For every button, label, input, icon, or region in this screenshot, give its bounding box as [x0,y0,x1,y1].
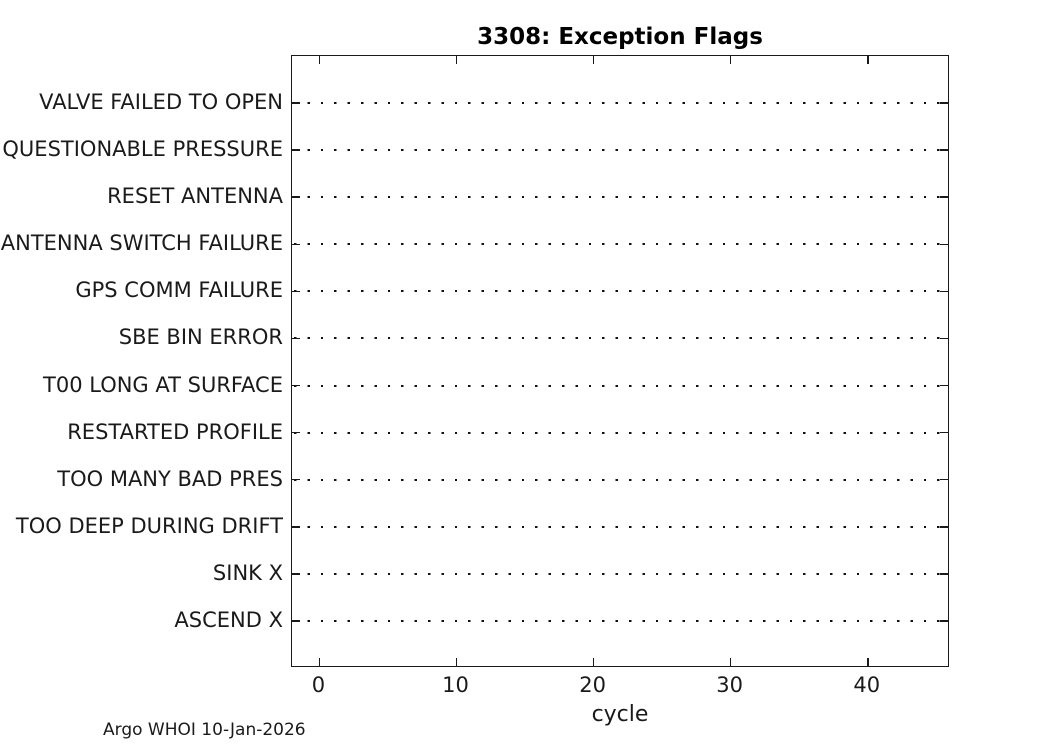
x-tick-mark-top [592,56,595,64]
y-tick-mark-right [940,149,948,151]
y-category-label: RESTARTED PROFILE [67,419,283,444]
y-tick-mark-left [292,478,300,481]
plot-area [291,55,949,667]
y-tick-mark-left [292,526,300,528]
dotted-gridline [294,619,946,622]
dotted-gridline [294,478,946,481]
x-tick-label: 20 [579,673,606,697]
y-tick-mark-left [292,431,300,434]
y-tick-mark-left [292,620,300,622]
y-tick-mark-right [940,478,948,481]
x-tick-mark-top [318,56,321,64]
y-tick-mark-left [292,384,300,387]
dotted-gridline [294,525,946,528]
y-tick-mark-right [940,102,948,104]
y-tick-mark-right [940,337,948,340]
x-tick-mark-bottom [729,658,732,666]
y-category-label: RESET ANTENNA [107,184,283,209]
y-tick-mark-right [940,573,948,575]
y-category-label: ASCEND X [174,607,283,632]
y-tick-mark-right [940,526,948,528]
y-category-label: VALVE FAILED TO OPEN [39,90,283,115]
y-tick-mark-right [940,620,948,622]
footer-annotation: Argo WHOI 10-Jan-2026 [103,720,306,740]
y-category-label: QUESTIONABLE PRESSURE [2,137,283,162]
dotted-gridline [294,149,946,152]
dotted-gridline [294,572,946,575]
y-category-label: ANTENNA SWITCH FAILURE [0,231,283,256]
y-tick-mark-left [292,573,300,575]
y-tick-mark-right [940,384,948,387]
y-tick-mark-right [940,431,948,434]
x-tick-mark-top [729,56,732,64]
dotted-gridline [294,337,946,340]
x-tick-mark-bottom [455,658,458,666]
dotted-gridline [294,290,946,293]
x-tick-label: 30 [716,673,744,697]
y-category-label: TOO MANY BAD PRES [57,466,283,491]
x-tick-mark-bottom [592,658,595,666]
y-category-label: TOO DEEP DURING DRIFT [15,513,283,538]
y-category-label: GPS COMM FAILURE [75,278,283,303]
y-tick-mark-left [292,149,300,151]
dotted-gridline [294,384,946,387]
x-tick-mark-bottom [318,658,321,666]
y-tick-mark-left [292,290,300,293]
dotted-gridline [294,102,946,105]
y-category-label: SBE BIN ERROR [118,325,283,350]
y-tick-mark-left [292,243,300,246]
y-tick-mark-right [940,196,948,198]
chart-title: 3308: Exception Flags [477,24,763,50]
y-tick-mark-left [292,196,300,198]
x-tick-mark-bottom [867,658,869,666]
y-tick-mark-left [292,337,300,340]
y-tick-mark-right [940,290,948,293]
dotted-gridline [294,243,946,246]
dotted-gridline [294,196,946,199]
x-tick-label: 0 [311,673,326,697]
y-tick-mark-right [940,243,948,246]
x-axis-title: cycle [591,702,649,727]
y-category-label: T00 LONG AT SURFACE [43,372,283,397]
dotted-gridline [294,431,946,434]
x-tick-label: 40 [853,673,881,697]
x-tick-label: 10 [442,673,469,697]
y-tick-mark-left [292,102,300,104]
x-tick-mark-top [867,56,869,64]
x-tick-mark-top [455,56,458,64]
y-category-label: SINK X [212,560,283,585]
